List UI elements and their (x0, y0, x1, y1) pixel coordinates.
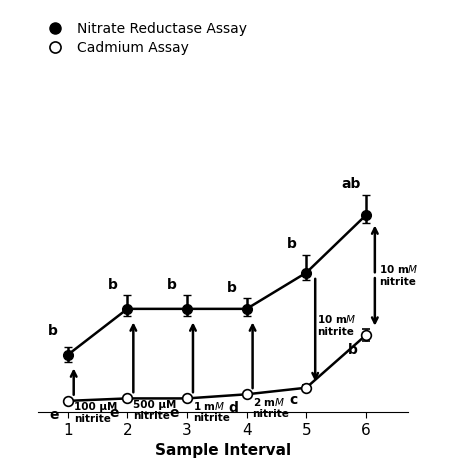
Text: e: e (109, 406, 119, 420)
Text: b: b (108, 278, 118, 292)
X-axis label: Sample Interval: Sample Interval (155, 443, 291, 458)
Text: d: d (228, 401, 238, 415)
Text: b: b (167, 278, 177, 292)
Text: b: b (286, 237, 296, 251)
Text: c: c (289, 393, 297, 408)
Text: b: b (227, 281, 237, 295)
Text: 500 μM
nitrite: 500 μM nitrite (133, 400, 177, 421)
Text: e: e (50, 408, 59, 422)
Text: 10 m$M$
nitrite: 10 m$M$ nitrite (317, 313, 356, 337)
Text: b: b (48, 324, 58, 338)
Text: ab: ab (341, 176, 361, 191)
Text: e: e (169, 406, 179, 420)
Legend: Nitrate Reductase Assay, Cadmium Assay: Nitrate Reductase Assay, Cadmium Assay (36, 17, 253, 60)
Text: 1 m$M$
nitrite: 1 m$M$ nitrite (193, 400, 230, 423)
Text: 100 μM
nitrite: 100 μM nitrite (73, 402, 117, 424)
Text: 2 m$M$
nitrite: 2 m$M$ nitrite (253, 396, 290, 419)
Text: 10 m$M$
nitrite: 10 m$M$ nitrite (379, 264, 419, 287)
Text: b: b (348, 343, 358, 357)
